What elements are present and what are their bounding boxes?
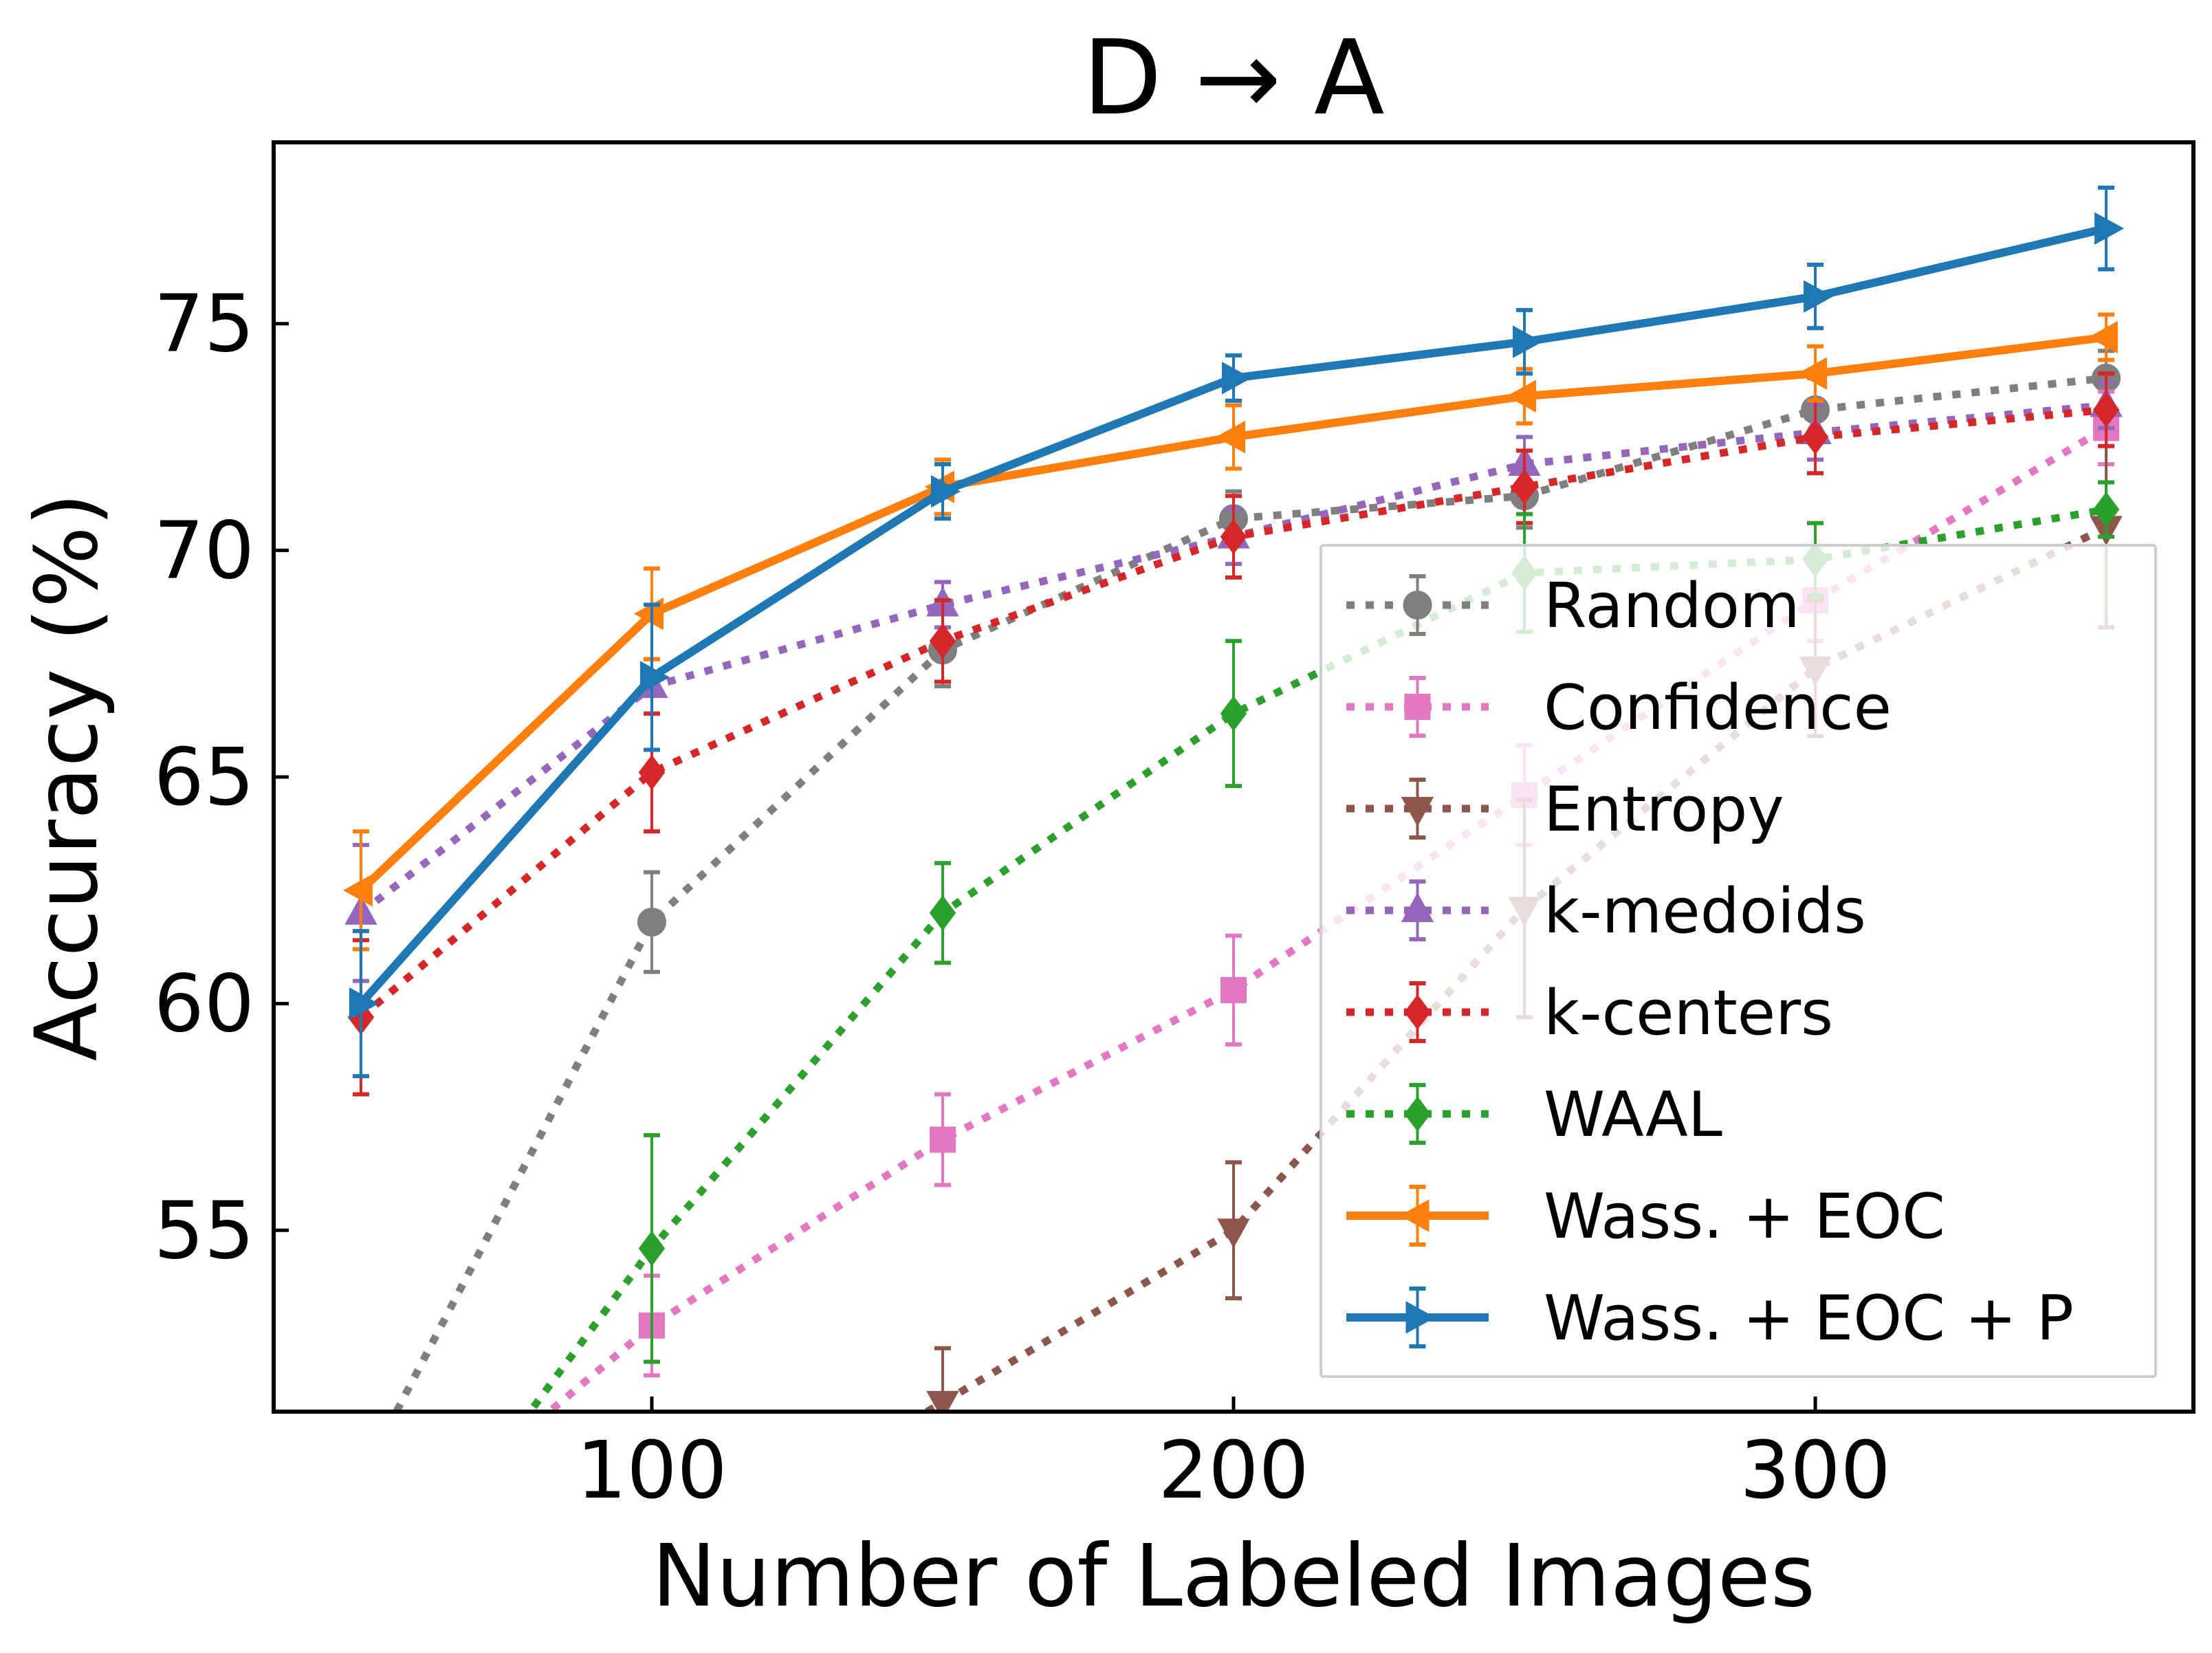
data-point (1217, 1218, 1250, 1249)
data-point (1222, 362, 1252, 395)
data-point (638, 1230, 666, 1267)
data-point (929, 623, 956, 659)
data-point (2094, 212, 2125, 245)
data-point (637, 907, 666, 937)
x-tick-label: 100 (576, 1425, 727, 1517)
data-point (349, 1558, 373, 1583)
legend-label: Random (1544, 570, 1800, 642)
legend-label: WAAL (1544, 1079, 1722, 1151)
data-point (929, 895, 956, 931)
data-point (639, 661, 670, 694)
series-layer (342, 185, 2125, 1653)
legend-swatch-marker (1399, 1199, 1430, 1232)
legend-item-random: Random (1346, 570, 1800, 642)
legend-label: k-medoids (1544, 875, 1866, 948)
y-tick-label: 70 (154, 505, 254, 597)
x-tick-label: 300 (1740, 1425, 1891, 1517)
tick-layer: 100 200 300 55 60 65 70 75 (154, 278, 1891, 1517)
y-tick-label: 55 (154, 1185, 254, 1277)
legend: Random Confidence Entropy k-medoids k-center… (1319, 544, 2157, 1378)
legend-swatch-marker (1404, 1096, 1431, 1132)
y-tick-label: 75 (154, 278, 254, 371)
data-point (1220, 976, 1247, 1003)
legend-label: Entropy (1544, 774, 1784, 846)
y-axis-label: Accuracy (%) (17, 493, 117, 1062)
data-point (342, 874, 373, 907)
legend-item-k-medoids: k-medoids (1346, 875, 1866, 948)
data-point (2092, 392, 2120, 428)
data-point (349, 1622, 373, 1653)
legend-item-k-centers: k-centers (1346, 977, 1833, 1049)
data-point (1215, 420, 1245, 454)
data-point (930, 474, 961, 508)
legend-item-waal: WAAL (1346, 1079, 1722, 1151)
legend-item-entropy: Entropy (1346, 774, 1784, 846)
data-point (638, 754, 666, 791)
legend-item-wass-eoc: Wass. + EOC (1346, 1181, 1945, 1253)
data-point (1804, 280, 1834, 313)
legend-swatch-marker (1404, 994, 1431, 1030)
legend-label: Wass. + EOC + P (1544, 1282, 2074, 1355)
data-point (347, 1466, 375, 1493)
x-axis-label: Number of Labeled Images (652, 1526, 1815, 1626)
legend-swatch-marker (1401, 797, 1434, 827)
y-tick-label: 65 (154, 732, 254, 824)
data-point (349, 987, 379, 1020)
data-point (1220, 696, 1247, 732)
legend-item-confidence: Confidence (1346, 672, 1892, 744)
data-point (1513, 325, 1543, 358)
chart-title: D → A (1082, 19, 1384, 138)
legend-swatch-marker (1405, 1301, 1436, 1334)
x-tick-label: 200 (1158, 1425, 1309, 1517)
legend-item-wass-eoc-p: Wass. + EOC + P (1346, 1282, 2074, 1355)
data-point (1506, 380, 1537, 413)
data-point (1511, 469, 1538, 505)
data-point (2092, 492, 2120, 527)
data-point (929, 1126, 956, 1153)
legend-box (1319, 544, 2157, 1378)
data-point (1802, 419, 1829, 455)
data-point (1797, 357, 1828, 390)
legend-label: Confidence (1544, 672, 1892, 744)
legend-swatch-marker (1403, 591, 1432, 620)
data-point (2088, 320, 2118, 354)
y-tick-label: 60 (154, 959, 254, 1051)
legend-label: k-centers (1544, 977, 1833, 1049)
data-point (1220, 518, 1247, 555)
series-wass-eoc-p (349, 185, 2125, 1079)
data-point (346, 1628, 376, 1653)
data-point (926, 1390, 959, 1412)
legend-swatch-marker (1401, 892, 1434, 922)
legend-label: Wass. + EOC (1544, 1181, 1945, 1253)
legend-swatch-marker (1404, 694, 1431, 720)
